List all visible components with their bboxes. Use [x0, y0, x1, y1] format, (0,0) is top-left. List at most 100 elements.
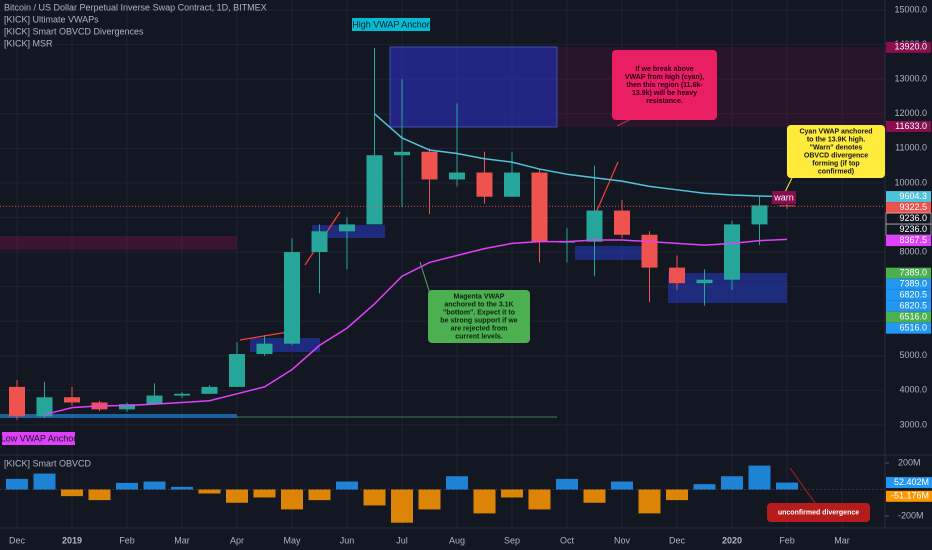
- green-band: [237, 416, 557, 418]
- price-label: 6820.5: [899, 301, 927, 311]
- resistance-zone: [389, 46, 558, 128]
- x-tick-label: Jun: [340, 535, 355, 545]
- price-label-bg: [886, 322, 931, 334]
- annotation-text: OBVCD divergence: [804, 152, 868, 159]
- histogram-bar: [583, 489, 606, 503]
- histogram-bar: [501, 489, 523, 498]
- x-tick-label: Sep: [504, 535, 520, 545]
- annotation-box: [767, 503, 870, 522]
- indicator-title: [KICK] Smart OBVCD: [4, 458, 92, 468]
- candle-body: [669, 267, 685, 284]
- indicator-name: [KICK] Ultimate VWAPs: [4, 14, 99, 24]
- price-label-bg: [886, 235, 931, 247]
- indicator-tick-label: 200M: [898, 457, 921, 467]
- candle-body: [119, 404, 135, 410]
- histogram-bar: [308, 489, 331, 501]
- y-tick-label: 3000.0: [899, 419, 927, 429]
- histogram-bar: [226, 489, 248, 503]
- annotation-text: "bottom". Expect it to: [443, 309, 515, 316]
- annotation-text: current levels.: [455, 333, 503, 340]
- histogram-bar: [446, 476, 468, 490]
- x-tick-label: Jul: [396, 535, 408, 545]
- indicator-name: [KICK] MSR: [4, 38, 53, 48]
- indicator-name: [KICK] Smart OBVCD Divergences: [4, 26, 144, 36]
- annotation-text: "Warn" denotes: [810, 144, 863, 151]
- chart-title: Bitcoin / US Dollar Perpetual Inverse Sw…: [4, 2, 267, 12]
- histogram-bar: [473, 489, 496, 514]
- histogram-bar: [391, 489, 413, 523]
- y-tick-label: 12000.0: [894, 108, 927, 118]
- histogram-bar: [33, 473, 56, 490]
- x-tick-label: Dec: [9, 535, 26, 545]
- price-label: 6516.0: [899, 323, 927, 333]
- candle-body: [779, 205, 795, 207]
- y-tick-label: 5000.0: [899, 350, 927, 360]
- candle-body: [586, 210, 603, 242]
- anchor-label: Low VWAP Anchor: [1, 433, 77, 443]
- candle-body: [641, 234, 658, 268]
- x-tick-label: Mar: [834, 535, 850, 545]
- anchor-label: warn: [773, 192, 794, 202]
- y-tick-label: 15000.0: [894, 4, 927, 14]
- y-tick-label: 13000.0: [894, 74, 927, 84]
- candle-body: [366, 155, 383, 225]
- candle-body: [449, 172, 465, 180]
- candle-body: [531, 172, 548, 242]
- histogram-bar: [666, 489, 688, 501]
- annotation-text: anchored to the 3.1K: [444, 301, 513, 308]
- histogram-bar: [6, 478, 28, 490]
- histogram-bar: [418, 489, 441, 510]
- price-label-bg: [886, 202, 931, 214]
- y-tick-label: 10000.0: [894, 177, 927, 187]
- histogram-bar: [61, 489, 83, 497]
- price-label: 6820.5: [899, 290, 927, 300]
- low-band: [0, 414, 237, 418]
- x-tick-label: Nov: [614, 535, 631, 545]
- vwap-line: [374, 113, 788, 198]
- x-tick-label: 2019: [62, 535, 82, 545]
- annotation-box: [612, 50, 717, 120]
- histogram-bar: [611, 481, 633, 490]
- candle-body: [9, 386, 25, 417]
- y-tick-label: 8000.0: [899, 246, 927, 256]
- candle-body: [64, 397, 80, 403]
- price-label-bg: [886, 191, 931, 203]
- histogram-bar: [116, 482, 138, 490]
- histogram-bar: [528, 489, 551, 510]
- price-label: 6516.0: [899, 312, 927, 322]
- histogram-bar: [638, 489, 661, 514]
- price-label-bg: [886, 267, 931, 279]
- histogram-bar: [171, 486, 193, 490]
- red-band: [0, 236, 237, 250]
- histogram-bar: [143, 481, 166, 490]
- annotation-text: to the 13.9K high.: [807, 136, 865, 143]
- price-label: 9236.0: [899, 213, 927, 223]
- price-label-bg: [886, 278, 931, 290]
- candle-body: [229, 354, 245, 387]
- histogram-bar: [336, 481, 358, 490]
- annotation-text: If we break above: [635, 66, 693, 73]
- x-tick-label: Feb: [779, 535, 795, 545]
- anchor-label: High VWAP Anchor: [352, 19, 430, 29]
- candle-body: [284, 252, 300, 344]
- annotation-text: confirmed): [818, 168, 854, 175]
- price-label-bg: [886, 311, 931, 323]
- candle-body: [614, 210, 630, 235]
- annotation-text: forming (if top: [812, 160, 859, 167]
- histogram-bar: [556, 478, 578, 490]
- x-tick-label: Feb: [119, 535, 135, 545]
- histogram-bar: [363, 489, 386, 506]
- price-label-bg: [886, 300, 931, 312]
- candle-body: [36, 397, 53, 417]
- indicator-label: 52.402M: [894, 477, 929, 487]
- histogram-bar: [198, 489, 221, 494]
- price-label-bg: [886, 41, 931, 53]
- annotation-text: VWAP from high (cyan),: [625, 74, 704, 81]
- callout-pointer: [784, 177, 793, 193]
- candle-body: [476, 172, 493, 197]
- x-tick-label: May: [283, 535, 301, 545]
- anchor-label-bg: [352, 18, 430, 31]
- price-label-bg: [886, 120, 931, 132]
- x-tick-label: 2020: [722, 535, 742, 545]
